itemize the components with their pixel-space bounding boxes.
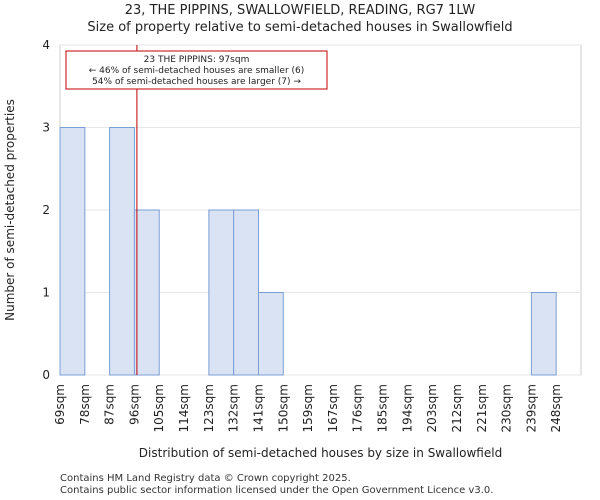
bar: [233, 209, 259, 376]
y-tick-label: 1: [42, 286, 50, 300]
bar: [109, 127, 135, 376]
x-axis-label: Distribution of semi-detached houses by …: [139, 446, 502, 460]
x-tick-label: 123sqm: [202, 384, 216, 432]
x-tick-label: 159sqm: [301, 384, 315, 432]
bar: [208, 209, 235, 376]
chart-title: 23, THE PIPPINS, SWALLOWFIELD, READING, …: [124, 3, 476, 18]
annotation-box: [65, 50, 328, 90]
y-axis-ticks: 0 1 2 3 4: [42, 38, 50, 382]
x-tick-label: 141sqm: [251, 384, 265, 432]
bar: [257, 292, 284, 376]
x-tick-label: 176sqm: [351, 384, 365, 432]
x-tick-label: 114sqm: [177, 384, 191, 432]
annotation-smaller: ← 46% of semi-detached houses are smalle…: [89, 66, 305, 76]
x-tick-label: 248sqm: [549, 384, 563, 432]
bar: [530, 292, 557, 376]
x-tick-label: 194sqm: [400, 384, 414, 432]
x-axis-ticks: 69sqm 78sqm 87sqm 96sqm 105sqm 114sqm 123sqm 13…: [53, 384, 563, 432]
bar: [59, 127, 86, 376]
annotation-larger: 54% of semi-detached houses are larger (…: [92, 77, 301, 87]
chart-subtitle: Size of property relative to semi-detach…: [87, 20, 513, 35]
x-tick-label: 87sqm: [103, 384, 117, 425]
x-tick-label: 150sqm: [276, 384, 290, 432]
y-tick-label: 2: [42, 203, 50, 217]
annotation-label: 23 THE PIPPINS: 97sqm: [144, 55, 250, 65]
footer-copyright: Contains HM Land Registry data © Crown c…: [60, 473, 351, 484]
x-tick-label: 212sqm: [450, 384, 464, 432]
x-tick-label: 185sqm: [376, 384, 390, 432]
bars: [59, 127, 557, 376]
x-tick-label: 230sqm: [500, 384, 514, 432]
x-tick-label: 132sqm: [227, 384, 241, 432]
x-tick-label: 96sqm: [127, 384, 141, 425]
y-axis-label: Number of semi-detached properties: [3, 99, 17, 321]
x-tick-label: 239sqm: [524, 384, 538, 432]
x-tick-label: 167sqm: [326, 384, 340, 432]
y-tick-label: 3: [42, 121, 50, 135]
x-tick-label: 69sqm: [53, 384, 67, 425]
footer-licence: Contains public sector information licen…: [60, 485, 494, 496]
y-tick-label: 4: [42, 38, 50, 52]
bar: [133, 209, 160, 376]
y-tick-label: 0: [42, 368, 50, 382]
marker-annotation: 23 THE PIPPINS: 97sqm ← 46% of semi-deta…: [65, 50, 328, 90]
x-tick-label: 105sqm: [152, 384, 166, 432]
x-tick-label: 78sqm: [78, 384, 92, 425]
x-tick-label: 203sqm: [425, 384, 439, 432]
x-tick-label: 221sqm: [475, 384, 489, 432]
